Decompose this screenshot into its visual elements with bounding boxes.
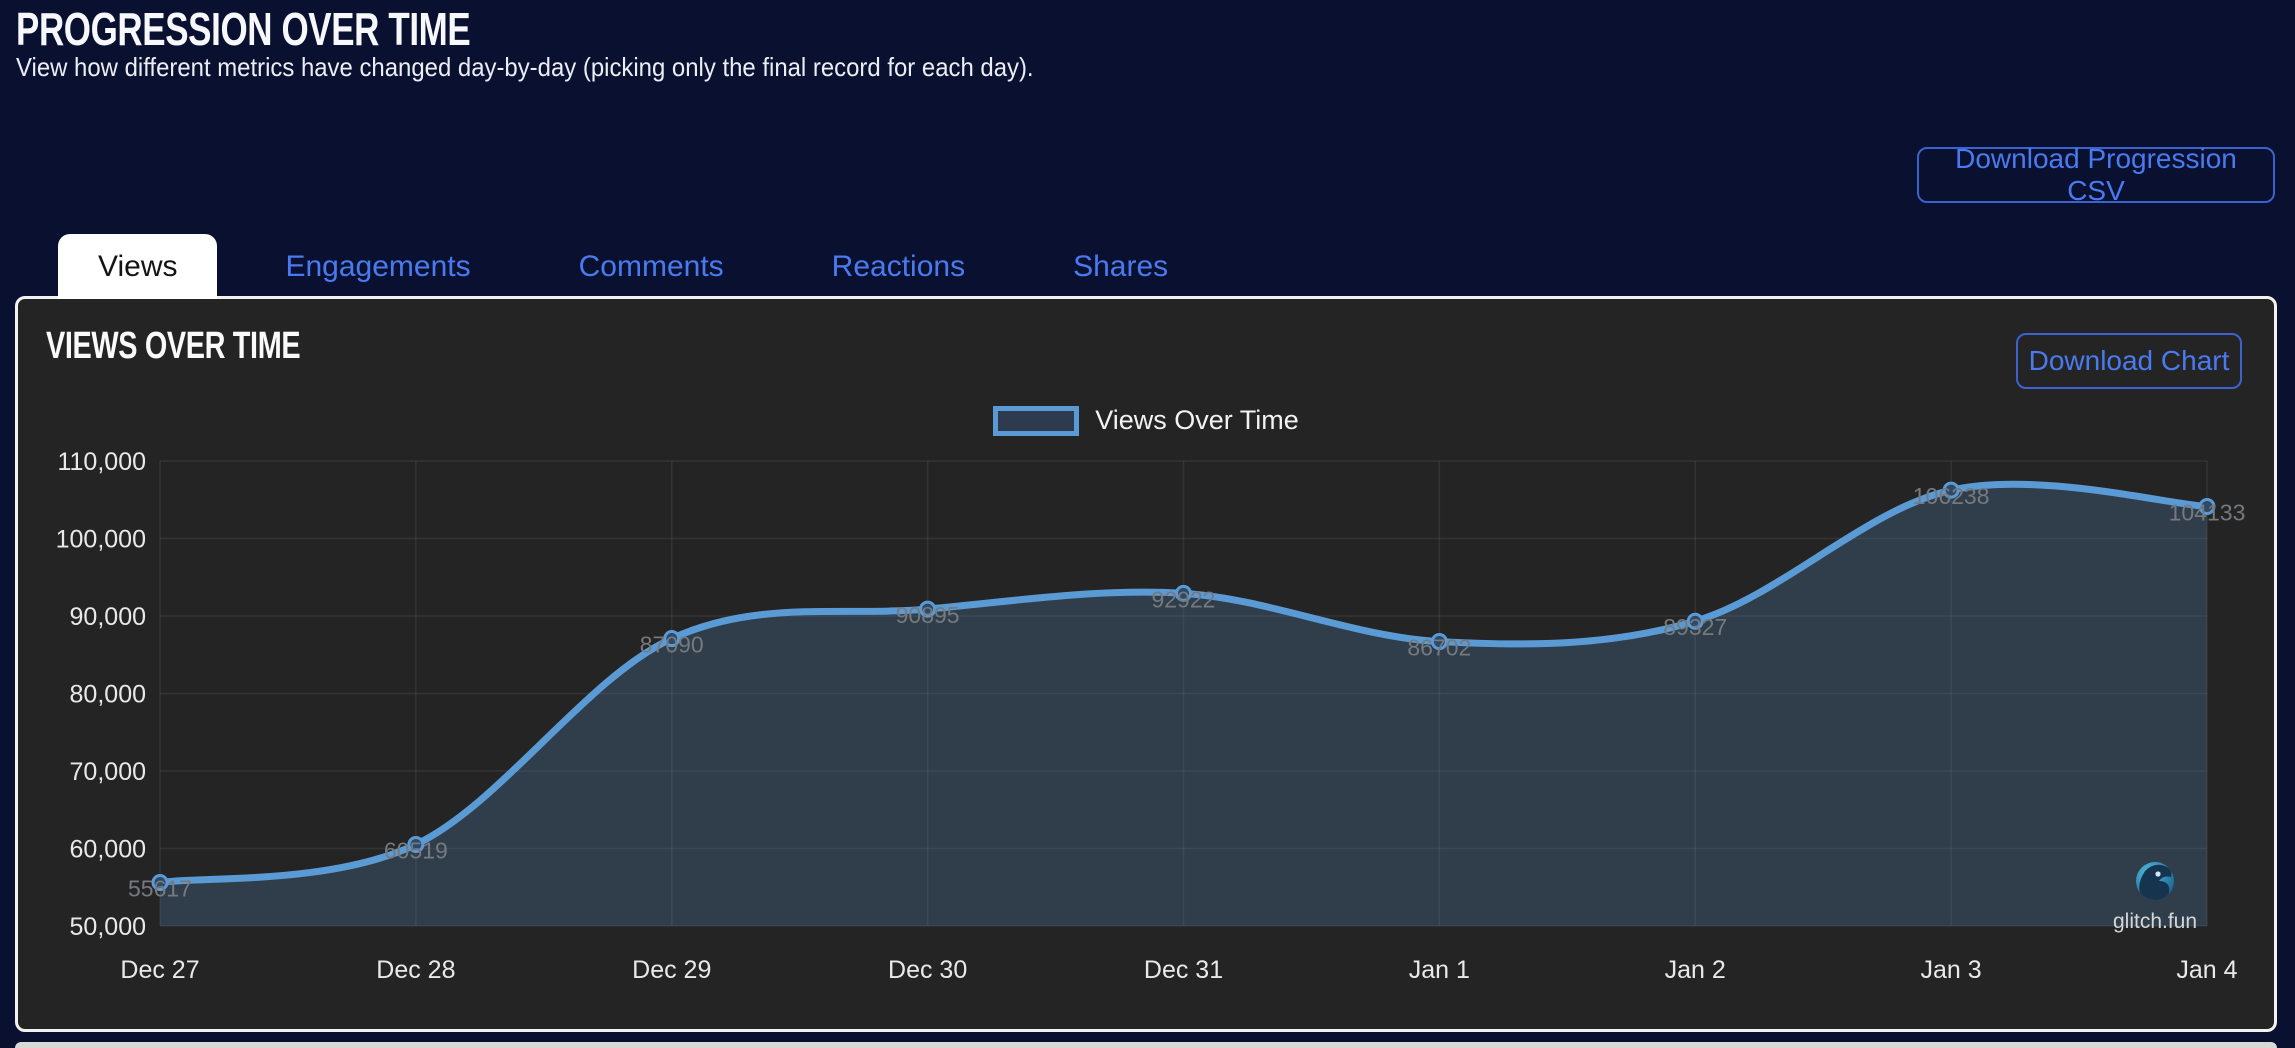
x-axis-tick-label: Jan 3: [1921, 956, 1982, 984]
x-axis-tick-label: Jan 1: [1409, 956, 1470, 984]
series-area-fill: [160, 484, 2207, 926]
watermark-text: glitch.fun: [2113, 910, 2197, 933]
glitch-logo-bird-shape: [2139, 864, 2172, 900]
y-axis-tick-label: 50,000: [70, 913, 146, 941]
tab-comments[interactable]: Comments: [578, 249, 724, 283]
y-axis-tick-label: 80,000: [70, 681, 146, 709]
x-axis-tick-label: Dec 28: [376, 956, 455, 984]
chart-legend[interactable]: Views Over Time: [18, 405, 2274, 436]
x-axis-tick-label: Dec 30: [888, 956, 967, 984]
page-title: PROGRESSION OVER TIME: [16, 2, 614, 56]
legend-label: Views Over Time: [1095, 405, 1299, 435]
chart-panel-title-text: VIEWS OVER TIME: [46, 325, 301, 367]
x-axis-tick-label: Jan 2: [1665, 956, 1726, 984]
legend-swatch: [993, 405, 1080, 436]
data-point[interactable]: [151, 873, 169, 891]
page-subtitle: View how different metrics have changed …: [16, 52, 1034, 82]
tab-shares[interactable]: Shares: [1073, 249, 1169, 283]
views-chart-panel: VIEWS OVER TIME Download Chart Views Ove…: [15, 296, 2277, 1032]
data-point[interactable]: [1175, 584, 1192, 602]
glitch-logo-eye: [2155, 871, 2161, 877]
next-section-top-edge: [15, 1042, 2277, 1048]
y-axis-tick-label: 70,000: [70, 758, 146, 786]
data-point-label: 87090: [640, 632, 704, 658]
page-title-text: PROGRESSION OVER TIME: [16, 3, 471, 55]
data-point-label: 104133: [2169, 499, 2246, 525]
tab-views[interactable]: Views: [58, 234, 218, 299]
chart-panel-title: VIEWS OVER TIME: [46, 325, 381, 368]
y-axis-tick-label: 110,000: [57, 448, 146, 476]
x-axis-tick-label: Dec 29: [632, 956, 711, 984]
tab-reactions[interactable]: Reactions: [831, 249, 966, 283]
x-axis-tick-label: Jan 4: [2176, 956, 2237, 984]
data-point[interactable]: [407, 835, 425, 853]
tab-engagements[interactable]: Engagements: [285, 249, 471, 283]
watermark: glitch.fun: [2113, 862, 2197, 933]
x-axis-tick-label: Dec 27: [120, 956, 199, 984]
x-axis-tick-label: Dec 31: [1144, 956, 1223, 984]
data-point-label: 89327: [1663, 614, 1727, 640]
data-point-label: 106238: [1913, 483, 1990, 509]
metric-tabs: Views Engagements Comments Reactions Sha…: [58, 234, 1208, 299]
views-over-time-chart: glitch.fun 50,000 60,000 70,000 80,000 90,00…: [56, 448, 2246, 984]
y-axis-tick-label: 90,000: [70, 603, 146, 631]
y-axis-tick-label: 100,000: [56, 526, 146, 554]
data-point-label: 55617: [128, 875, 192, 901]
download-chart-button[interactable]: Download Chart: [2016, 333, 2242, 389]
data-point-label: 86702: [1407, 635, 1471, 661]
data-point-label: 90895: [896, 602, 960, 628]
data-point[interactable]: [919, 600, 937, 618]
data-point[interactable]: [663, 630, 681, 648]
y-axis-tick-label: 60,000: [70, 836, 146, 864]
data-point[interactable]: [1430, 633, 1448, 651]
data-point[interactable]: [1942, 481, 1960, 499]
data-point[interactable]: [2198, 497, 2216, 515]
data-point-label: 60519: [384, 837, 448, 863]
data-point-label: 92922: [1152, 586, 1216, 612]
download-progression-csv-button[interactable]: Download Progression CSV: [1917, 143, 2275, 206]
data-point[interactable]: [1686, 612, 1704, 630]
